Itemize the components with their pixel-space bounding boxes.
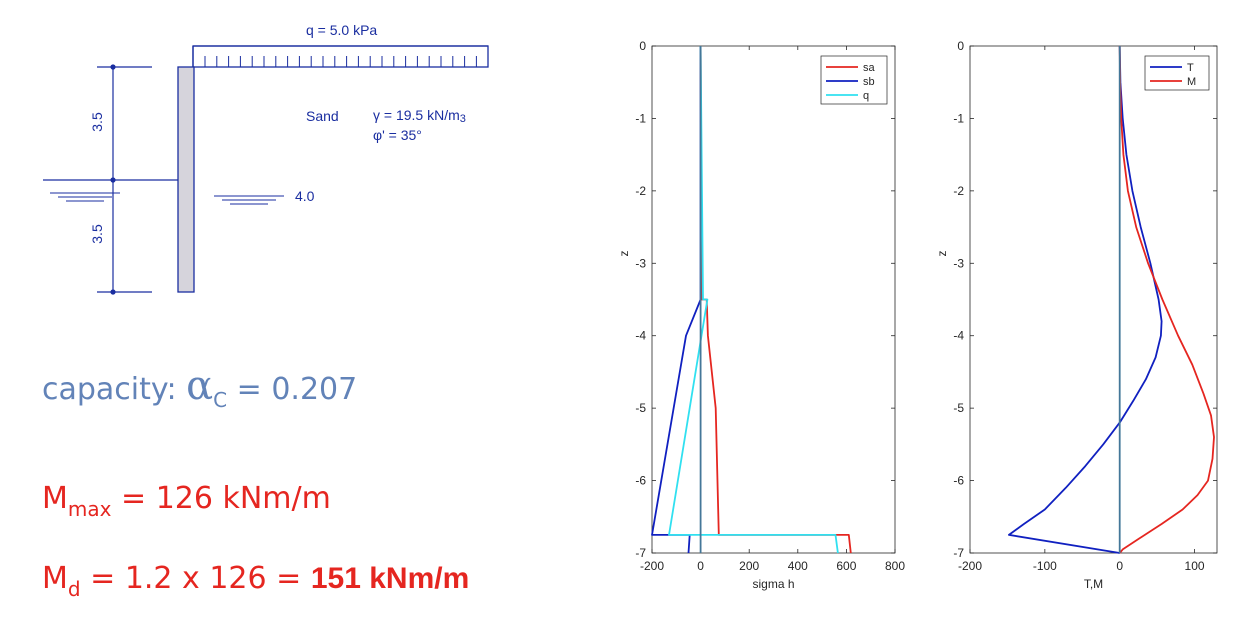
md-expression: = 1.2 x 126 =: [90, 561, 311, 596]
plot-frame: [969, 45, 1218, 554]
sheet-pile-wall: [177, 66, 195, 293]
plot-frame: [651, 45, 896, 554]
x-tick-label: 400: [788, 559, 808, 573]
legend-label: M: [1187, 76, 1196, 88]
md-symbol: M: [42, 561, 68, 596]
capacity-result: capacity: αC = 0.207: [42, 363, 358, 410]
md-result-value: 151 kNm/m: [310, 562, 470, 595]
legend-label: sb: [863, 76, 875, 88]
md-subscript: d: [67, 577, 81, 601]
y-tick-label: -7: [953, 546, 964, 560]
x-tick-label: -200: [640, 559, 664, 573]
y-tick-label: -2: [635, 184, 646, 198]
y-tick-label: -4: [953, 329, 964, 343]
y-tick-label: -1: [953, 111, 964, 125]
mmax-result: Mmax = 126 kNm/m: [42, 481, 331, 520]
gamma-label: γ = 19.5 kN/m3: [373, 107, 466, 125]
y-tick-label: -2: [953, 184, 964, 198]
y-tick-label: -3: [635, 256, 646, 270]
chart-2: -200 -100 0 100 0 -1 -2 -3 -4 -5 -6 -7 T,M z TM: [935, 39, 1218, 591]
gamma-exponent: 3: [460, 113, 466, 125]
legend: sa sb q: [820, 55, 888, 105]
y-tick-label: -4: [635, 329, 646, 343]
mmax-subscript: max: [67, 497, 112, 521]
mmax-value: = 126 kNm/m: [121, 481, 331, 516]
mmax-symbol: M: [42, 481, 68, 516]
x-tick-label: 600: [836, 559, 856, 573]
x-tick-label: 200: [739, 559, 759, 573]
chart-1: -200 0 200 400 600 800 0 -1 -2 -3 -4 -5 -6 -7 sigma h z…: [617, 39, 905, 591]
x-tick-label: 0: [697, 559, 704, 573]
legend-label: sa: [863, 62, 876, 74]
x-tick-label: 100: [1185, 559, 1205, 573]
dim-node-top: [110, 64, 116, 70]
legend-box: [820, 55, 888, 105]
series-line-sa: [699, 45, 852, 554]
alpha-symbol: α: [186, 363, 214, 409]
y-tick-label: -6: [635, 474, 646, 488]
series-line-M: [1118, 45, 1215, 554]
surcharge-label: q = 5.0 kPa: [306, 22, 377, 38]
dim-node-mid: [110, 177, 116, 183]
dim-lower-label: 3.5: [89, 224, 105, 244]
y-tick-label: -6: [953, 474, 964, 488]
series-line-T: [1008, 45, 1163, 554]
dim-node-bottom: [110, 289, 116, 295]
wall-diagram: q = 5.0 kPa 3.5 3.5 4.0 Sand γ = 19.5 kN…: [43, 22, 489, 295]
capacity-prefix: capacity:: [42, 372, 187, 407]
capacity-value: = 0.207: [227, 372, 358, 407]
y-axis-label: z: [617, 251, 631, 257]
y-tick-label: -5: [953, 401, 964, 415]
legend-box: [1144, 55, 1210, 91]
x-tick-label: -200: [958, 559, 982, 573]
y-tick-label: 0: [957, 39, 964, 53]
legend: TM: [1144, 55, 1210, 91]
series-line-sb: [651, 46, 702, 554]
y-tick-label: -3: [953, 256, 964, 270]
x-tick-label: 800: [885, 559, 905, 573]
soil-name: Sand: [306, 108, 339, 124]
dim-upper-label: 3.5: [89, 112, 105, 132]
water-table-right: [214, 195, 284, 205]
y-axis-label: z: [935, 251, 949, 257]
surcharge-box: [192, 45, 489, 68]
x-axis-label: T,M: [1084, 577, 1103, 591]
alpha-subscript: C: [213, 388, 228, 412]
surcharge-load: [192, 45, 489, 68]
x-tick-label: 0: [1116, 559, 1123, 573]
md-result: Md = 1.2 x 126 = 151 kNm/m: [42, 561, 470, 600]
legend-label: q: [863, 90, 869, 102]
x-axis-label: sigma h: [752, 577, 794, 591]
series-line-q: [668, 45, 839, 554]
water-table-left: [50, 192, 120, 202]
y-tick-label: 0: [639, 39, 646, 53]
x-tick-label: -100: [1033, 559, 1057, 573]
phi-label: φ' = 35°: [373, 127, 422, 143]
legend-label: T: [1187, 62, 1194, 74]
water-level-label: 4.0: [295, 188, 315, 204]
y-tick-label: -7: [635, 546, 646, 560]
y-tick-label: -1: [635, 111, 646, 125]
y-tick-label: -5: [635, 401, 646, 415]
